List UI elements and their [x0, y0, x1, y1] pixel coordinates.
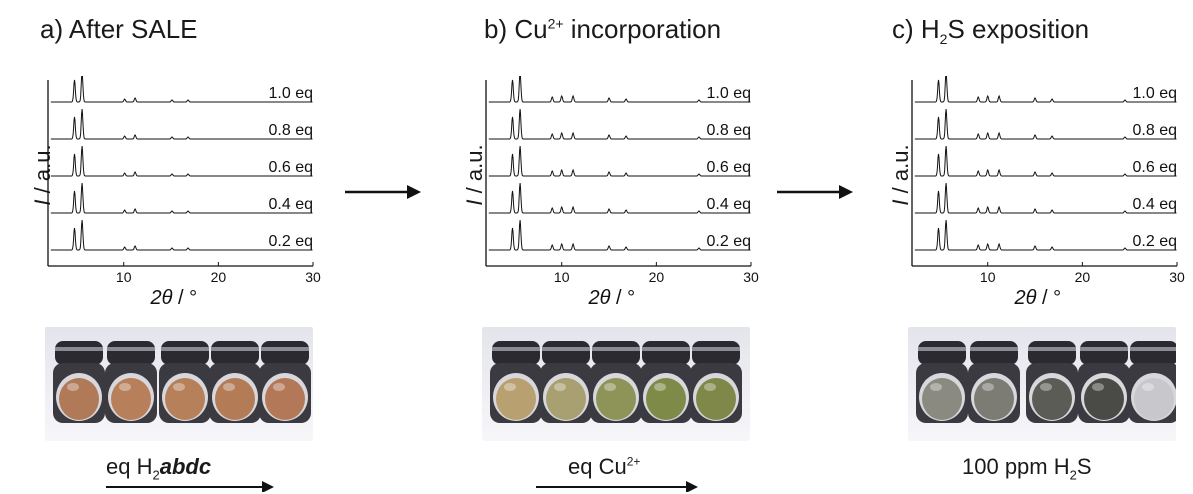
xrd-trace	[50, 108, 313, 140]
xrd-trace	[488, 108, 751, 140]
panel-c-vial-photo	[908, 327, 1176, 441]
trace-label: 0.8 eq	[269, 122, 313, 139]
vial	[640, 341, 692, 423]
transition-arrow-1	[345, 185, 421, 199]
x-tick-label: 20	[1075, 269, 1091, 285]
panel-a-title: a) After SALE	[40, 14, 198, 44]
panel-a-footer-label: eq H2abdc	[106, 454, 212, 483]
trace-label: 0.6 eq	[1133, 159, 1177, 176]
xrd-trace	[50, 219, 313, 251]
vial	[590, 341, 642, 423]
trace-label: 0.8 eq	[707, 122, 751, 139]
x-axis-label: 2θ / °	[588, 287, 636, 309]
x-tick-label: 30	[1169, 269, 1185, 285]
panel-a-footer-arrow	[106, 481, 274, 492]
trace-label: 1.0 eq	[269, 85, 313, 102]
vial	[53, 341, 105, 423]
vial	[540, 341, 592, 423]
vial	[209, 341, 261, 423]
panel-c-xrd-plot: 10 20 30 1.0 eq 0.8 eq 0.6 eq 0.4 eq 0.2 eq 2θ /…	[911, 76, 1185, 309]
x-axis-label: 2θ / °	[1014, 287, 1062, 309]
xrd-trace	[914, 76, 1177, 103]
x-tick-label: 10	[554, 269, 570, 285]
vial	[916, 341, 968, 423]
vial	[1026, 341, 1078, 423]
panel-a-vial-photo	[45, 327, 313, 441]
panel-a-xrd-plot: 10 20 30 1.0 eq 0.8 eq 0.6 eq 0.4 eq 0.2 eq 2θ /…	[47, 76, 321, 309]
xrd-trace	[50, 145, 313, 177]
trace-label: 0.8 eq	[1133, 122, 1177, 139]
vial	[259, 341, 311, 423]
xrd-trace	[488, 219, 751, 251]
panel-b-title: b) Cu2+ incorporation	[484, 14, 722, 44]
x-axis-label: 2θ / °	[150, 287, 198, 309]
xrd-trace	[914, 182, 1177, 214]
xrd-trace	[914, 108, 1177, 140]
trace-label: 0.4 eq	[269, 196, 313, 213]
x-tick-label: 20	[211, 269, 227, 285]
x-tick-label: 10	[980, 269, 996, 285]
xrd-trace	[914, 219, 1177, 251]
trace-label: 0.6 eq	[269, 159, 313, 176]
trace-label: 1.0 eq	[707, 85, 751, 102]
vial	[159, 341, 211, 423]
xrd-trace	[50, 182, 313, 214]
x-tick-label: 10	[116, 269, 132, 285]
vial	[690, 341, 742, 423]
trace-label: 0.2 eq	[269, 233, 313, 250]
xrd-trace	[914, 145, 1177, 177]
vial	[1078, 341, 1130, 423]
trace-label: 1.0 eq	[1133, 85, 1177, 102]
vial	[1128, 341, 1176, 423]
panel-b-xrd-plot: 10 20 30 1.0 eq 0.8 eq 0.6 eq 0.4 eq 0.2 eq 2θ /…	[485, 76, 759, 309]
panel-b-footer-label: eq Cu2+	[568, 454, 641, 479]
x-tick-label: 30	[305, 269, 321, 285]
vial	[105, 341, 157, 423]
trace-label: 0.4 eq	[1133, 196, 1177, 213]
panel-c: c) H2S exposition I / a.u. 10 20 30 1.0 eq 0…	[888, 0, 1193, 494]
panel-a: a) After SALE I / a.u. 10 20 30 1.0 eq 0.8 e…	[30, 0, 380, 494]
xrd-trace	[488, 76, 751, 103]
panel-c-footer-label: 100 ppm H2S	[962, 454, 1092, 483]
panel-c-title: c) H2S exposition	[892, 14, 1090, 48]
panel-b-footer-arrow	[536, 481, 698, 492]
panel-b-vial-photo	[482, 327, 750, 441]
vial	[968, 341, 1020, 423]
xrd-trace	[488, 182, 751, 214]
trace-label: 0.6 eq	[707, 159, 751, 176]
trace-label: 0.2 eq	[1133, 233, 1177, 250]
panel-b: b) Cu2+ incorporation I / a.u. 10 20 30 1.0…	[462, 0, 818, 494]
x-tick-label: 30	[743, 269, 759, 285]
trace-label: 0.2 eq	[707, 233, 751, 250]
transition-arrow-2	[777, 185, 853, 199]
x-tick-label: 20	[649, 269, 665, 285]
trace-label: 0.4 eq	[707, 196, 751, 213]
xrd-trace	[50, 76, 313, 103]
vial	[490, 341, 542, 423]
xrd-trace	[488, 145, 751, 177]
